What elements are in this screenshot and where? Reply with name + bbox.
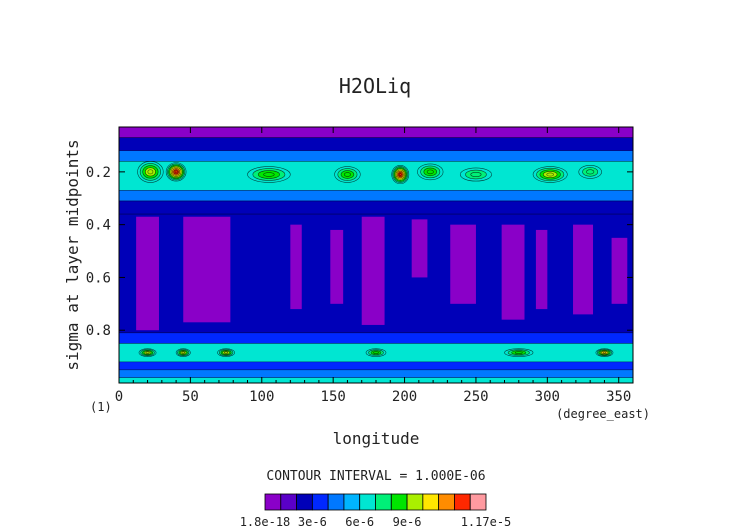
colorbar-swatch [296, 493, 313, 511]
dry-column-10 [611, 237, 628, 304]
colorbar-labels: 1.8e-18 3e-6 6e-6 9e-6 1.17e-5 [240, 515, 512, 529]
contour-band-4 [119, 190, 633, 201]
colorbar-swatch [264, 493, 282, 511]
contour-interval-note: CONTOUR INTERVAL = 1.000E-06 [266, 469, 485, 484]
y-tick-label: 0.8 [86, 323, 111, 339]
contour-band-9 [119, 361, 633, 370]
y-axis: 0.2 0.4 0.6 0.8 [86, 165, 633, 339]
dry-column-0 [136, 216, 159, 331]
colorbar-swatch [280, 493, 297, 511]
x-axis: 0 50 100 150 200 250 300 350 [115, 127, 631, 405]
dry-column-3 [330, 229, 344, 304]
colorbar-swatch [311, 493, 329, 511]
x-tick-label: 0 [115, 389, 123, 405]
y-tick-label: 0.2 [86, 165, 111, 181]
contour-hotspot-7 [532, 166, 568, 183]
dry-column-1 [183, 216, 231, 323]
colorbar-tick-label: 9e-6 [393, 515, 422, 529]
contour-hotspot-5 [417, 163, 444, 181]
colorbar-swatch [454, 493, 471, 511]
x-tick-label: 250 [463, 389, 488, 405]
contour-hotspot-0 [137, 161, 164, 183]
contour-hotspot-11 [217, 348, 235, 357]
colorbar-tick-label: 6e-6 [345, 515, 374, 529]
contour-hotspot-3 [334, 166, 361, 183]
chart-title: H2OLiq [339, 74, 411, 98]
dry-column-2 [290, 224, 302, 310]
dry-column-6 [450, 224, 476, 304]
contour-hotspot-12 [365, 348, 387, 357]
colorbar-swatch [422, 493, 440, 511]
contour-hotspot-10 [175, 348, 191, 357]
x-tick-label: 200 [392, 389, 417, 405]
colorbar-swatch [359, 493, 376, 511]
contour-band-0 [119, 127, 633, 138]
dry-column-8 [535, 229, 548, 310]
corner-label: (1) [90, 400, 112, 414]
y-axis-label: sigma at layer midpoints [63, 139, 82, 370]
colorbar-swatch [375, 493, 392, 511]
contour-hotspot-4 [391, 164, 410, 185]
contour-hotspot-8 [578, 164, 602, 179]
contour-hotspot-1 [165, 162, 187, 182]
y-tick-label: 0.4 [86, 218, 111, 234]
contour-hotspot-14 [595, 348, 614, 357]
colorbar-swatch [343, 493, 361, 511]
contour-hotspot-9 [138, 348, 157, 357]
x-tick-label: 150 [321, 389, 346, 405]
contour-band-7 [119, 332, 633, 344]
colorbar [264, 493, 487, 511]
x-unit-label: (degree_east) [556, 407, 650, 421]
colorbar-tick-label: 1.8e-18 [240, 515, 291, 529]
contour-hotspot-2 [247, 166, 291, 183]
contour-band-5 [119, 200, 633, 215]
dry-column-9 [573, 224, 594, 315]
x-tick-label: 100 [249, 389, 274, 405]
colorbar-swatch [469, 493, 487, 511]
x-tick-label: 350 [606, 389, 631, 405]
contour-band-10 [119, 369, 633, 378]
contour-hotspot-6 [459, 167, 492, 182]
contour-hotspot-13 [504, 348, 534, 357]
y-tick-label: 0.6 [86, 270, 111, 286]
colorbar-swatch [390, 493, 408, 511]
colorbar-swatch [327, 493, 345, 511]
colorbar-tick-label: 1.17e-5 [461, 515, 512, 529]
dry-column-7 [501, 224, 525, 320]
contour-band-1 [119, 137, 633, 151]
x-tick-label: 50 [182, 389, 199, 405]
dry-column-4 [361, 216, 385, 325]
contour-band-2 [119, 150, 633, 162]
x-tick-label: 300 [535, 389, 560, 405]
plot-area [119, 127, 633, 383]
colorbar-swatch [406, 493, 424, 511]
x-axis-label: longitude [333, 429, 420, 448]
dry-column-5 [411, 219, 428, 278]
colorbar-tick-label: 3e-6 [298, 515, 327, 529]
colorbar-swatch [438, 493, 455, 511]
